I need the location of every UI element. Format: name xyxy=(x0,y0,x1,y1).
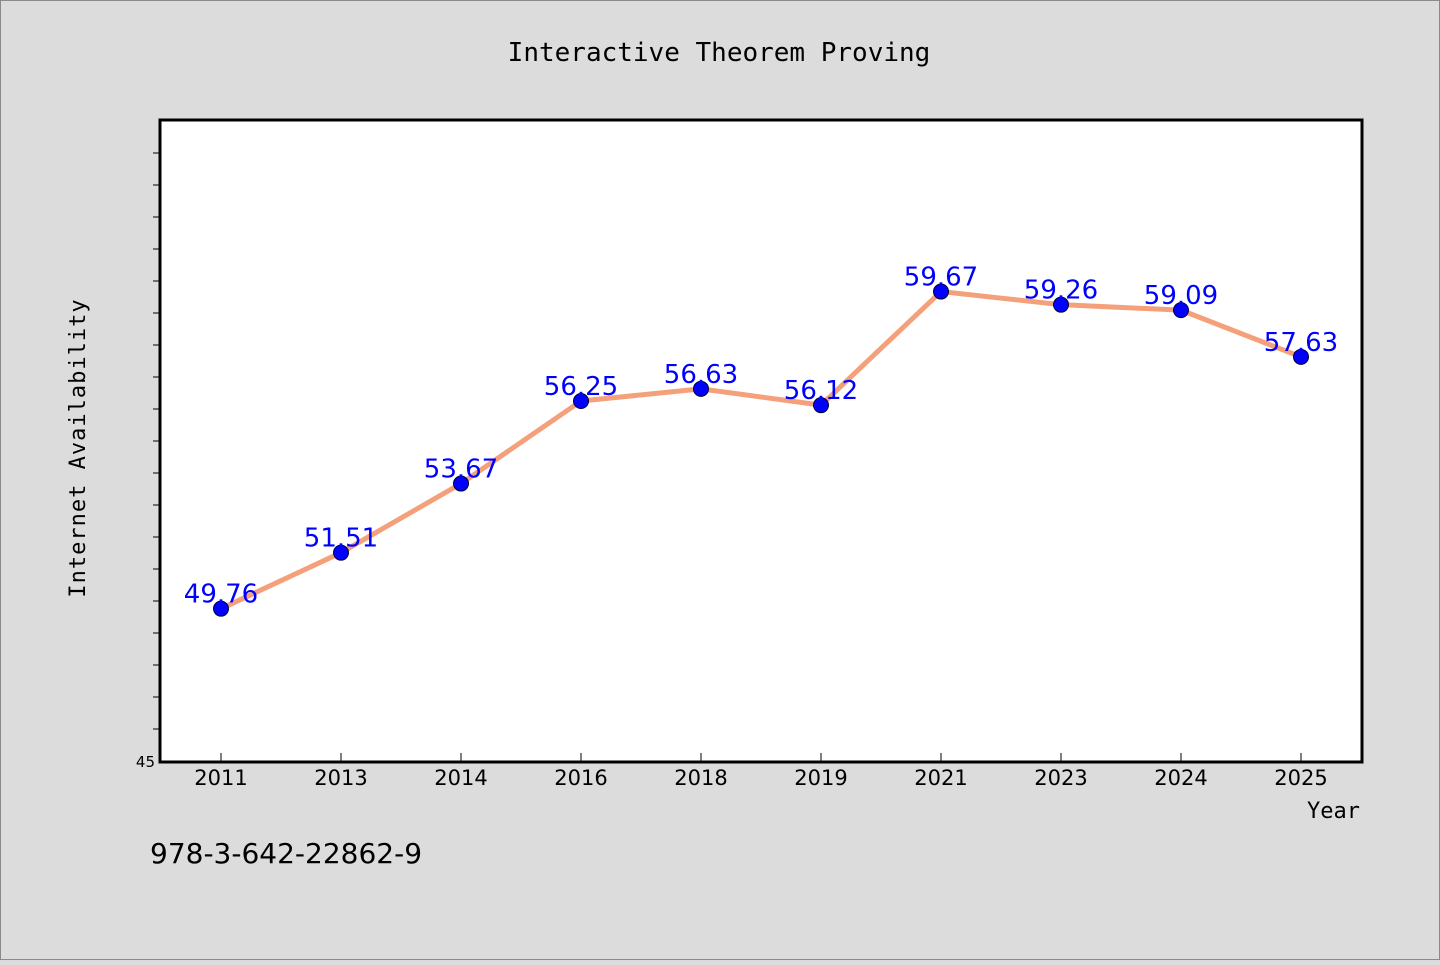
data-label: 56.12 xyxy=(784,376,858,406)
data-point xyxy=(813,397,829,414)
data-point xyxy=(933,283,949,300)
x-tick-label: 2014 xyxy=(434,766,487,790)
data-point xyxy=(1173,302,1189,319)
y-tick-label: 45 xyxy=(136,753,155,771)
plot-area xyxy=(158,118,1364,764)
x-tick-label: 2018 xyxy=(674,766,727,790)
isbn-text: 978-3-642-22862-9 xyxy=(150,837,422,870)
data-point xyxy=(1053,296,1069,313)
x-tick-label: 2011 xyxy=(194,766,247,790)
x-tick-label: 2016 xyxy=(554,766,607,790)
data-point xyxy=(333,544,349,561)
data-point xyxy=(213,600,229,617)
x-axis-label: Year xyxy=(1307,799,1360,824)
data-label: 59.09 xyxy=(1144,281,1218,311)
data-label: 53.67 xyxy=(424,455,498,485)
x-tick-label: 2021 xyxy=(914,766,967,790)
data-point xyxy=(1293,348,1309,365)
data-label: 59.67 xyxy=(904,263,978,293)
y-axis-label: Internet Availability xyxy=(66,298,91,597)
x-axis-ticks: 2011 2013 2014 2016 2018 2019 2021 2023 2024 2025 xyxy=(194,753,1328,790)
data-point xyxy=(573,393,589,409)
data-label: 56.25 xyxy=(544,372,618,402)
data-label: 56.63 xyxy=(664,360,738,390)
data-point xyxy=(453,475,469,492)
x-tick-label: 2024 xyxy=(1154,766,1207,790)
series-layer: 49.76 51.51 53.67 56.25 56.63 56.12 59.67 59.26… xyxy=(184,263,1338,617)
x-tick-label: 2013 xyxy=(314,766,367,790)
x-tick-label: 2025 xyxy=(1274,766,1327,790)
x-tick-label: 2023 xyxy=(1034,766,1087,790)
y-axis-ticks: 45 xyxy=(136,152,161,771)
chart-title: Interactive Theorem Proving xyxy=(508,38,931,68)
data-point xyxy=(693,380,709,397)
data-label: 51.51 xyxy=(304,524,378,554)
data-label: 49.76 xyxy=(184,580,258,610)
data-label: 59.26 xyxy=(1024,276,1098,306)
x-tick-label: 2019 xyxy=(794,766,847,790)
data-label: 57.63 xyxy=(1264,328,1338,358)
series-line xyxy=(218,289,1304,612)
